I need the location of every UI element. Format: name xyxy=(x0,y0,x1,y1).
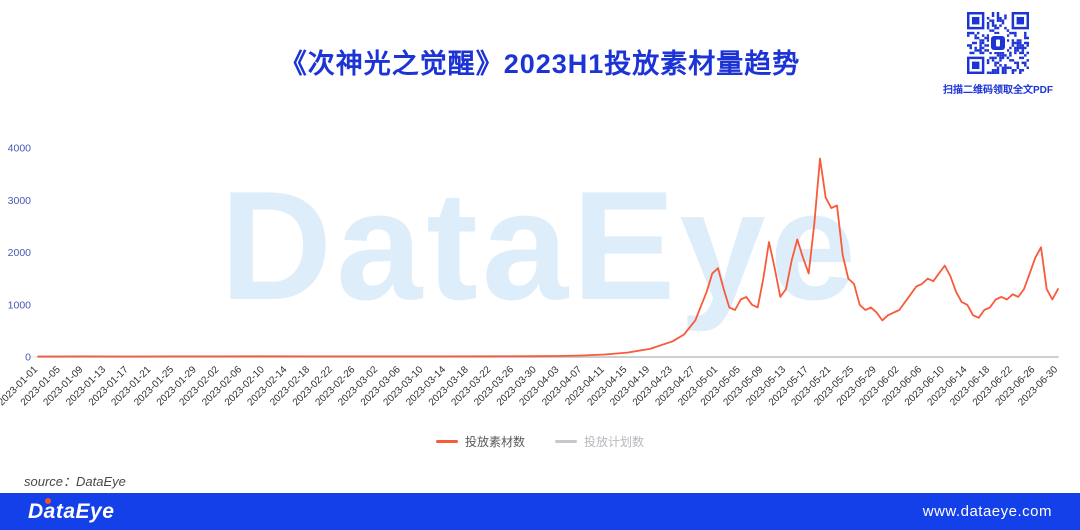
series-line-投放素材数 xyxy=(37,157,1059,358)
qr-caption: 扫描二维码领取全文PDF xyxy=(943,85,1053,96)
footer-bar: DataEye www.dataeye.com xyxy=(0,493,1080,530)
line-chart: 010002000300040002023-01-012023-01-05202… xyxy=(0,143,1060,409)
legend-label: 投放素材数 xyxy=(464,435,525,449)
source-text: source：DataEye xyxy=(24,474,126,489)
dataeye-watermark: DataEye xyxy=(220,159,860,332)
legend-item[interactable]: 投放计划数 xyxy=(555,433,644,450)
y-axis-tick-label: 3000 xyxy=(8,195,32,207)
qr-code-icon xyxy=(967,12,1029,74)
legend-line-marker-icon xyxy=(555,440,577,443)
legend-label: 投放计划数 xyxy=(584,435,645,449)
y-axis-tick-label: 4000 xyxy=(8,143,32,155)
chart-legend: 投放素材数 投放计划数 xyxy=(0,433,1080,450)
footer-logo-text: DataEye xyxy=(28,499,115,523)
y-axis-tick-label: 0 xyxy=(25,352,31,364)
footer-website-link[interactable]: www.dataeye.com xyxy=(922,503,1052,520)
legend-line-marker-icon xyxy=(435,440,458,443)
logo-accent-dot-icon xyxy=(45,497,51,504)
y-axis-tick-label: 2000 xyxy=(8,247,32,259)
footer-logo: DataEye xyxy=(28,497,115,524)
y-axis-tick-label: 1000 xyxy=(8,299,32,311)
page-title: 《次神光之觉醒》2023H1投放素材量趋势 xyxy=(279,49,801,79)
qr-block: 扫描二维码领取全文PDF xyxy=(932,12,1064,96)
legend-item[interactable]: 投放素材数 xyxy=(435,433,525,450)
